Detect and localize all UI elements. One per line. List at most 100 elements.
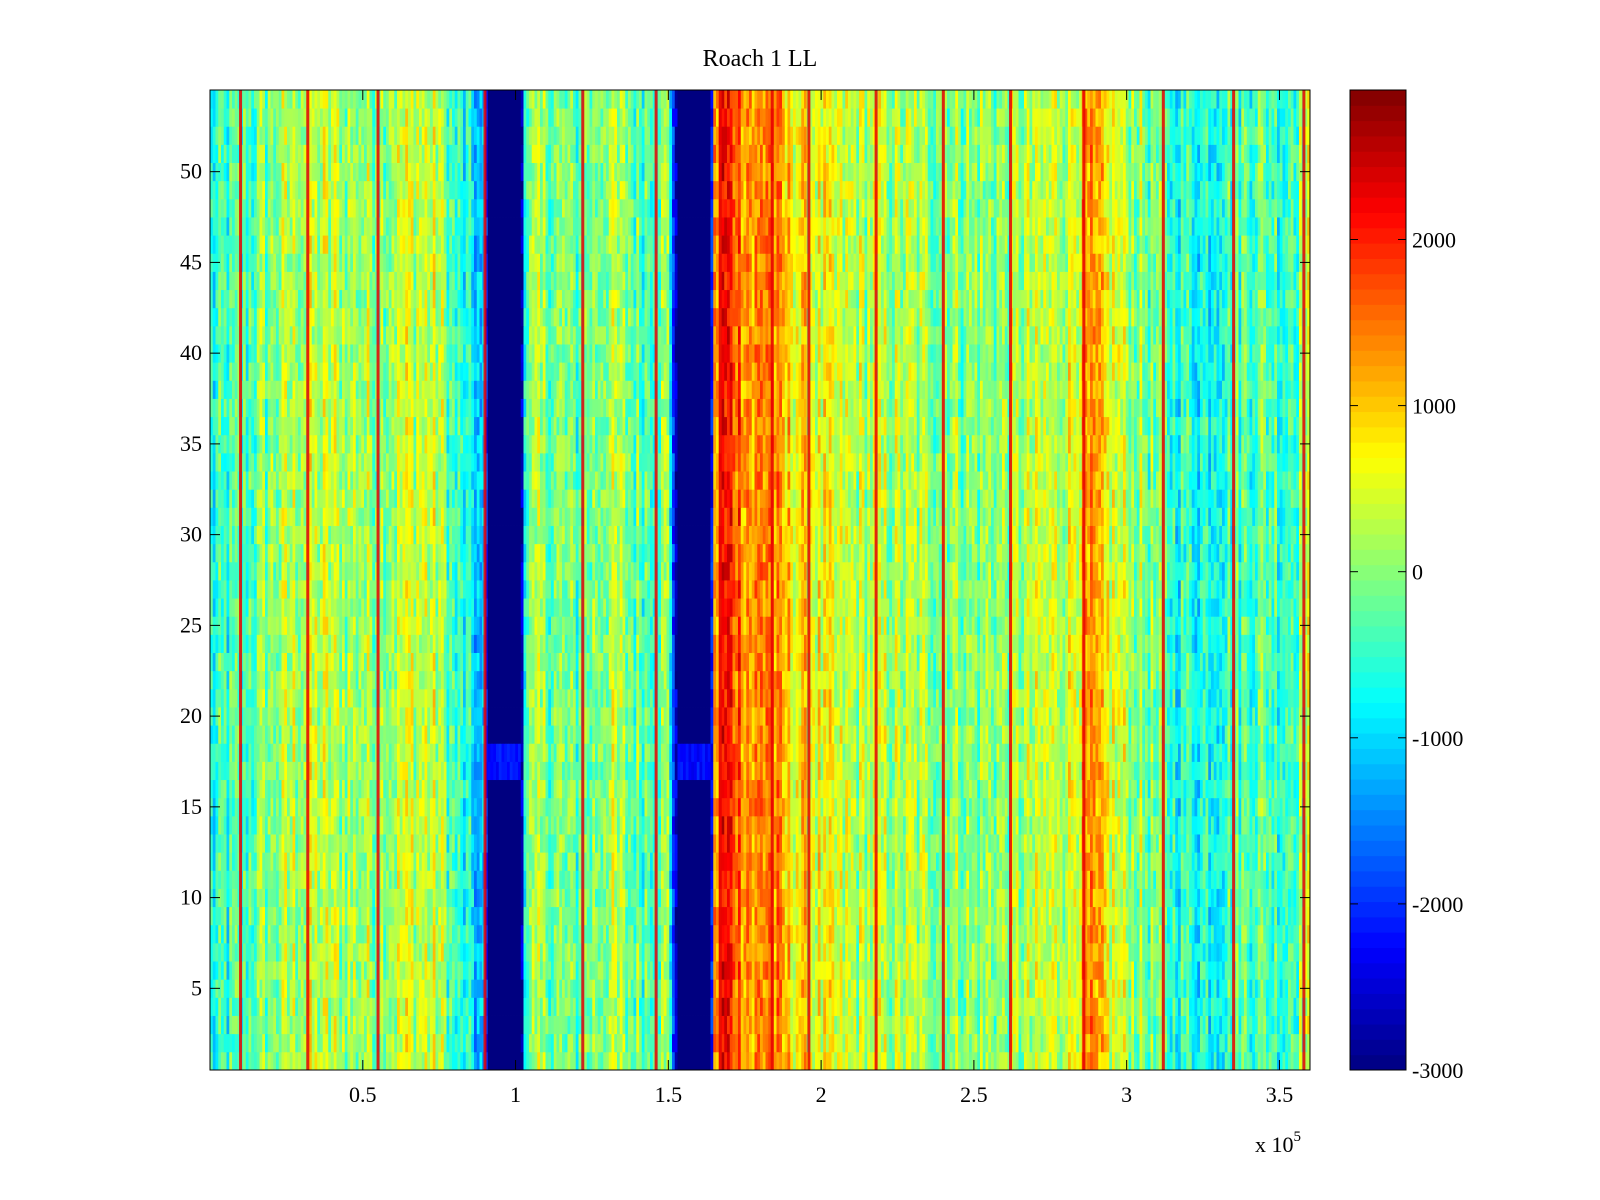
heatmap-cell [963, 979, 967, 998]
heatmap-cell [1200, 1033, 1204, 1053]
heatmap-cell [677, 997, 681, 1016]
heatmap-cell [691, 924, 695, 944]
heatmap-cell [1224, 1015, 1228, 1035]
heatmap-cell [927, 1051, 931, 1071]
heatmap-cell [551, 1015, 555, 1035]
heatmap-cell [1164, 961, 1168, 980]
heatmap-cell [254, 1033, 258, 1053]
heatmap-cell [826, 1051, 830, 1071]
heatmap-cell [691, 870, 695, 889]
heatmap-cell [1266, 888, 1270, 908]
heatmap-cell [1235, 979, 1239, 998]
heatmap-cell [460, 942, 464, 962]
heatmap-cell [1299, 1033, 1303, 1053]
heatmap-cell [1076, 852, 1080, 871]
heatmap-cell [974, 1033, 978, 1053]
heatmap-cell [639, 961, 643, 980]
heatmap-cell [1068, 997, 1072, 1016]
heatmap-cell [1101, 870, 1105, 889]
heatmap-cell [507, 961, 511, 980]
heatmap-cell [463, 924, 467, 944]
heatmap-cell [1180, 1015, 1184, 1035]
heatmap-cell [658, 1033, 662, 1053]
heatmap-cell [438, 997, 442, 1016]
heatmap-cell [798, 888, 802, 908]
heatmap-cell [916, 942, 920, 962]
heatmap-cell [743, 888, 747, 908]
heatmap-cell [1249, 924, 1253, 944]
heatmap-cell [1136, 870, 1140, 889]
heatmap-cell [927, 942, 931, 962]
heatmap-cell [853, 852, 857, 871]
heatmap-cell [410, 942, 414, 962]
heatmap-cell [724, 870, 728, 889]
heatmap-cell [278, 961, 282, 980]
heatmap-cell [1180, 942, 1184, 962]
heatmap-cell [548, 870, 552, 889]
heatmap-cell [845, 1033, 849, 1053]
heatmap-cell [850, 979, 854, 998]
heatmap-cell [614, 997, 618, 1016]
heatmap-cell [977, 942, 981, 962]
heatmap-cell [716, 1015, 720, 1035]
heatmap-cell [922, 870, 926, 889]
heatmap-cell [658, 888, 662, 908]
heatmap-cell [680, 906, 684, 926]
heatmap-cell [713, 1015, 717, 1035]
heatmap-cell [867, 997, 871, 1016]
heatmap-cell [383, 924, 387, 944]
heatmap-cell [399, 1033, 403, 1053]
heatmap-cell [1035, 942, 1039, 962]
heatmap-cell [1205, 1015, 1209, 1035]
heatmap-cell [919, 1015, 923, 1035]
heatmap-cell [636, 1015, 640, 1035]
heatmap-cell [1178, 888, 1182, 908]
heatmap-cell [787, 888, 791, 908]
heatmap-cell [795, 906, 799, 926]
heatmap-cell [834, 942, 838, 962]
heatmap-cell [438, 979, 442, 998]
heatmap-cell [933, 1015, 937, 1035]
heatmap-cell [344, 834, 348, 853]
heatmap-cell [1123, 852, 1127, 871]
heatmap-cell [947, 852, 951, 871]
heatmap-cell [476, 1051, 480, 1071]
heatmap-cell [309, 997, 313, 1016]
heatmap-cell [1205, 906, 1209, 926]
heatmap-cell [1139, 1015, 1143, 1035]
heatmap-cell [1103, 997, 1107, 1016]
heatmap-cell [1227, 961, 1231, 980]
heatmap-cell [1015, 997, 1019, 1016]
heatmap-cell [1068, 1033, 1072, 1053]
heatmap-cell [677, 1051, 681, 1071]
heatmap-cell [405, 888, 409, 908]
heatmap-cell [1084, 906, 1088, 926]
heatmap-cell [974, 870, 978, 889]
heatmap-cell [795, 852, 799, 871]
heatmap-cell [1040, 870, 1044, 889]
heatmap-cell [738, 961, 742, 980]
heatmap-cell [839, 1051, 843, 1071]
heatmap-cell [394, 906, 398, 926]
heatmap-cell [540, 834, 544, 853]
heatmap-cell [218, 1033, 222, 1053]
heatmap-cell [1189, 924, 1193, 944]
heatmap-cell [1092, 924, 1096, 944]
heatmap-cell [523, 942, 527, 962]
heatmap-cell [721, 942, 725, 962]
heatmap-cell [1304, 1015, 1308, 1035]
heatmap-cell [1013, 1033, 1017, 1053]
heatmap-cell [1167, 961, 1171, 980]
heatmap-cell [991, 870, 995, 889]
heatmap-cell [295, 942, 299, 962]
heatmap-cell [889, 979, 893, 998]
heatmap-cell [520, 888, 524, 908]
heatmap-cell [688, 924, 692, 944]
heatmap-cell [573, 997, 577, 1016]
heatmap-cell [232, 852, 236, 871]
heatmap-cell [562, 1033, 566, 1053]
heatmap-cell [669, 997, 673, 1016]
heatmap-cell [347, 961, 351, 980]
heatmap-cell [1238, 1051, 1242, 1071]
heatmap-cell [595, 924, 599, 944]
